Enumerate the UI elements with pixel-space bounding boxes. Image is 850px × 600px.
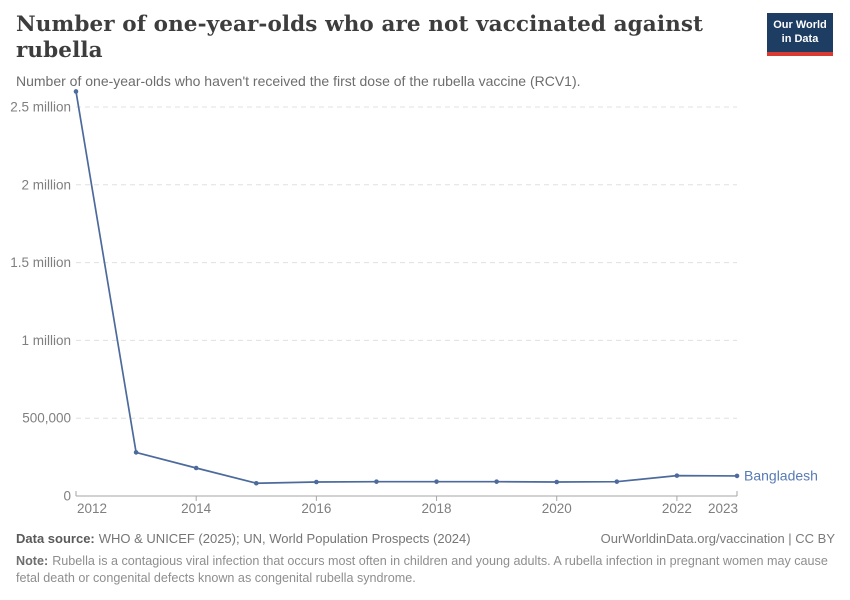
data-point-2023[interactable] — [734, 473, 740, 479]
chart-header: Number of one-year-olds who are not vacc… — [16, 12, 750, 90]
y-axis-label: 2.5 million — [10, 100, 71, 115]
line-chart[interactable]: 0 500,000 1 million 1.5 million 2 million 2.5… — [0, 0, 850, 530]
page-title: Number of one-year-olds who are not vacc… — [16, 12, 704, 63]
chart-subtitle: Number of one-year-olds who haven't rece… — [16, 72, 581, 89]
note-line: Note: Rubella is a contagious viral infec… — [16, 553, 840, 588]
data-point-2014[interactable] — [193, 465, 199, 471]
data-source-text: WHO & UNICEF (2025); UN, World Populatio… — [98, 531, 471, 546]
data-point-2015[interactable] — [253, 480, 259, 486]
owid-logo[interactable]: Our World in Data — [767, 13, 833, 56]
data-point-2012[interactable] — [73, 89, 79, 94]
y-axis-label: 2 million — [21, 177, 71, 192]
series-label-bangladesh[interactable]: Bangladesh — [744, 467, 818, 483]
x-axis-label: 2022 — [662, 501, 692, 516]
series-line-bangladesh — [75, 91, 738, 485]
y-axis-label: 1.5 million — [10, 255, 71, 270]
y-axis-label: 1 million — [21, 333, 71, 348]
x-axis-label: 2018 — [422, 501, 452, 516]
x-axis-label: 2012 — [77, 501, 107, 516]
data-point-2017[interactable] — [374, 479, 379, 484]
data-point-2022[interactable] — [674, 473, 680, 478]
data-source-label: Data source: — [16, 531, 95, 546]
note-text: Rubella is a contagious viral infection … — [16, 554, 828, 586]
note-label: Note: — [16, 554, 49, 568]
x-axis-label: 2020 — [542, 501, 572, 516]
credit-link[interactable]: OurWorldinData.org/vaccination | CC BY — [600, 531, 835, 546]
owid-logo-line1: Our World — [773, 19, 827, 31]
owid-logo-line2: in Data — [781, 32, 819, 45]
data-point-2013[interactable] — [133, 450, 139, 455]
y-axis-label: 0 — [63, 489, 71, 504]
data-point-2021[interactable] — [614, 479, 620, 484]
data-point-2016[interactable] — [314, 479, 319, 485]
data-point-2018[interactable] — [434, 479, 439, 484]
x-axis-label: 2023 — [708, 501, 738, 516]
chart-canvas[interactable]: 0 500,000 1 million 1.5 million 2 million 2.5… — [0, 0, 850, 530]
data-point-2019[interactable] — [494, 479, 499, 484]
data-point-2020[interactable] — [554, 479, 560, 485]
chart-footer: Data source: WHO & UNICEF (2025); UN, Wor… — [16, 531, 835, 588]
y-axis-label: 500,000 — [22, 411, 71, 426]
x-axis-label: 2016 — [301, 501, 331, 516]
data-source-line: Data source: WHO & UNICEF (2025); UN, Wor… — [16, 531, 471, 546]
x-axis-label: 2014 — [181, 501, 212, 516]
